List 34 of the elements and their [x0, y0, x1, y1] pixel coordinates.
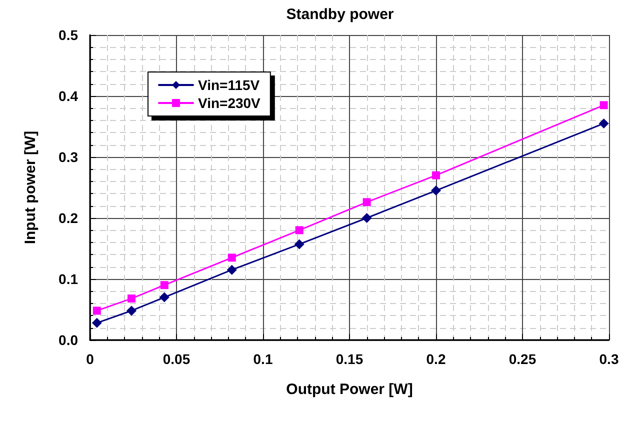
point [228, 254, 236, 262]
x-tick-label: 0.3 [599, 351, 619, 367]
point [431, 186, 441, 196]
point [432, 171, 440, 180]
y-tick-label: 0.2 [58, 210, 78, 226]
point [598, 118, 609, 128]
point [294, 239, 304, 250]
point [160, 281, 168, 290]
x-tick-label: 0 [86, 351, 94, 367]
point [600, 101, 608, 110]
x-tick-label: 0.1 [253, 351, 273, 367]
y-tick-label: 0.3 [58, 149, 78, 165]
point [226, 264, 237, 275]
legend-label: Vin=115V [198, 77, 260, 93]
point [295, 226, 304, 234]
y-axis-title: Input power [W] [22, 130, 39, 244]
y-tick-label: 0.0 [58, 332, 78, 348]
x-tick-label: 0.15 [336, 351, 364, 367]
y-tick-label: 0.4 [58, 88, 78, 104]
point [362, 213, 372, 223]
x-tick-label: 0.2 [426, 351, 446, 367]
point [92, 318, 102, 328]
y-tick-label: 0.5 [58, 27, 78, 43]
point [126, 306, 137, 316]
point [362, 198, 371, 206]
x-tick-label: 0.25 [508, 351, 536, 367]
point [92, 306, 101, 315]
y-tick-label: 0.1 [58, 271, 78, 287]
chart-title: Standby power [286, 6, 394, 23]
x-tick-label: 0.05 [162, 351, 190, 367]
x-axis-title: Output Power [W] [286, 381, 413, 398]
point [128, 294, 136, 303]
point [159, 292, 170, 302]
legend-label: Vin=230V [198, 95, 262, 111]
